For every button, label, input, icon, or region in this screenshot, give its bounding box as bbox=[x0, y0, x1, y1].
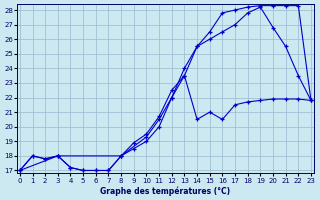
X-axis label: Graphe des températures (°C): Graphe des températures (°C) bbox=[100, 186, 230, 196]
